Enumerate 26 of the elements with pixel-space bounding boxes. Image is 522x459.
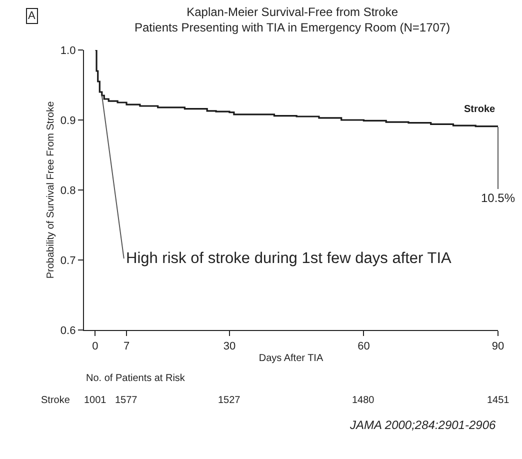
chart-subtitle: Patients Presenting with TIA in Emergency Room (N=1707) — [134, 20, 450, 35]
annotation: High risk of stroke during 1st few days after TIA — [126, 250, 452, 267]
y-tick-label: 0.9 — [60, 114, 76, 127]
x-tick-label: 7 — [123, 340, 130, 352]
text: 1480 — [352, 395, 375, 406]
text: Stroke — [41, 395, 70, 406]
x-tick-label: 0 — [92, 340, 98, 352]
y-axis-title: Probability of Survival Free From Stroke — [45, 100, 56, 279]
annotation: 10.5% — [481, 191, 516, 205]
y-tick-label: 0.6 — [60, 324, 76, 337]
y-tick-label: 0.8 — [60, 184, 76, 197]
text: 1451 — [487, 395, 510, 406]
text: No. of Patients at Risk — [86, 373, 186, 384]
x-tick-label: 30 — [223, 340, 236, 352]
text: 1577 — [115, 395, 138, 406]
chart-title: Kaplan-Meier Survival-Free from Stroke — [186, 5, 398, 20]
series-label: Stroke — [464, 104, 496, 115]
text: 1527 — [218, 395, 241, 406]
y-tick-label: 0.7 — [60, 254, 76, 267]
x-tick-label: 60 — [358, 340, 370, 352]
text: 1001 — [84, 395, 107, 406]
x-tick-label: 90 — [492, 340, 504, 352]
text: JAMA 2000;284:2901-2906 — [349, 418, 496, 432]
x-axis-title: Days After TIA — [258, 352, 324, 364]
text: A — [28, 10, 36, 22]
y-tick-label: 1.0 — [60, 44, 76, 57]
